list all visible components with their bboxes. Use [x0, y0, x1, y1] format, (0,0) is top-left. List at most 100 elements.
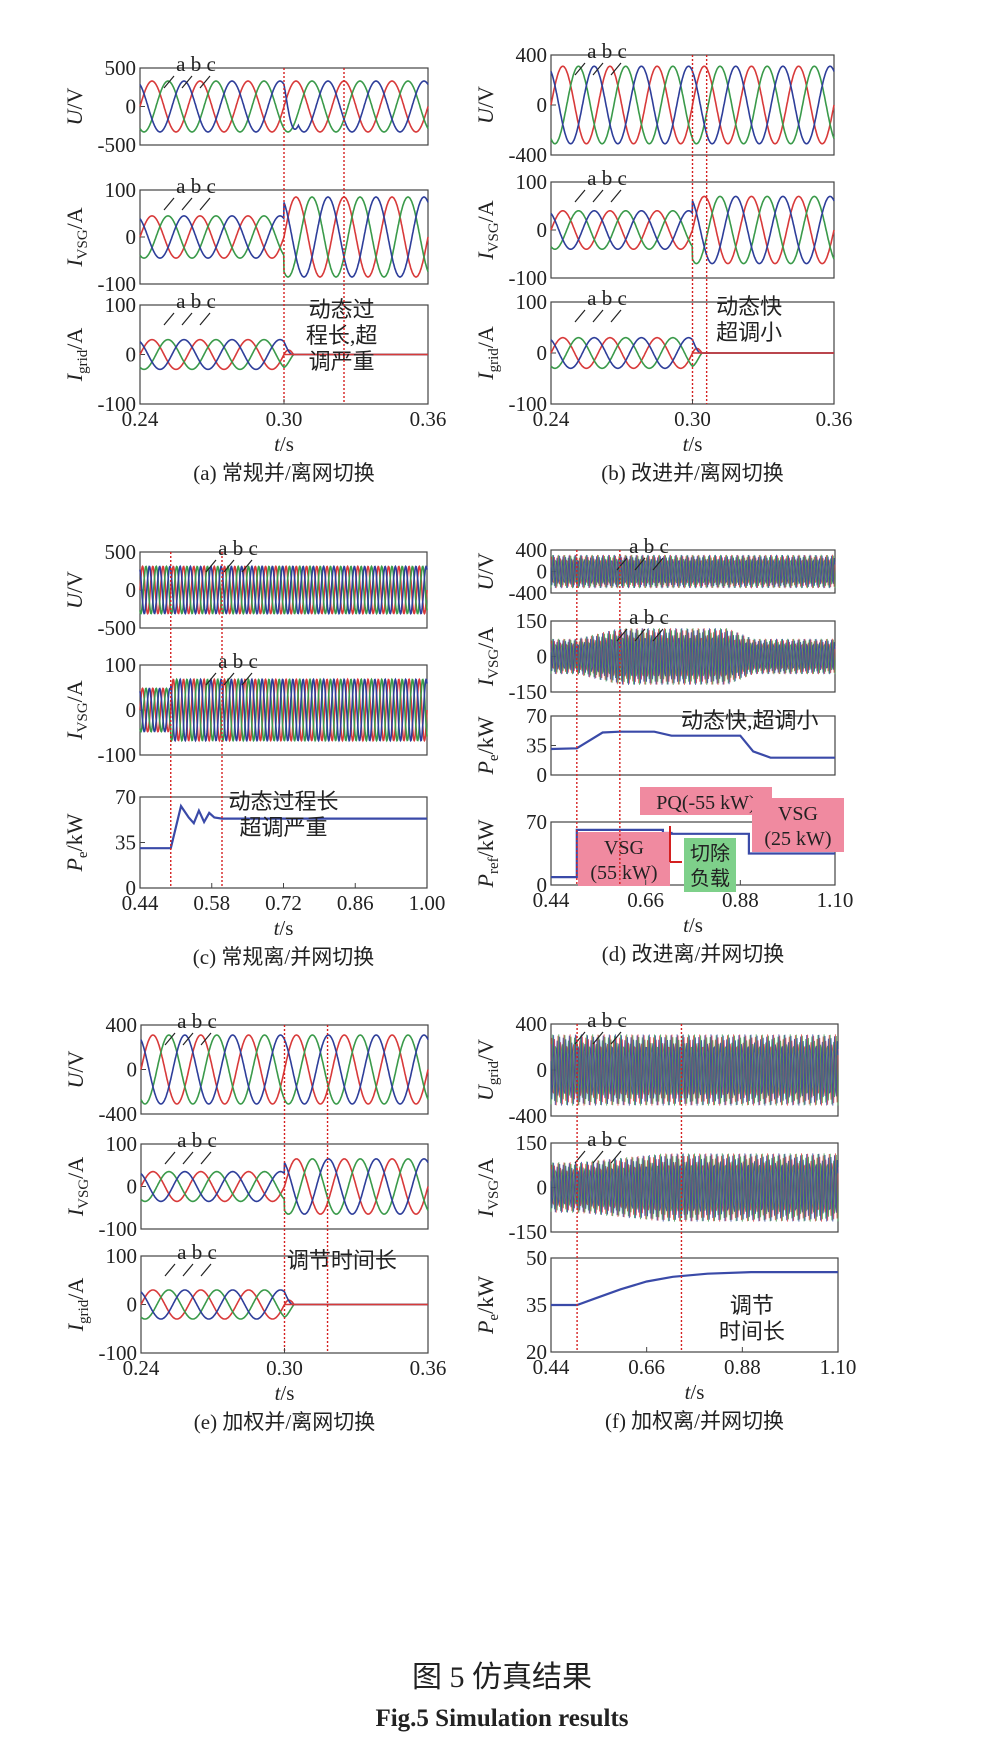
phase-leader-line	[199, 75, 211, 89]
y-tick-label: 70	[115, 785, 136, 809]
phase-abc-label: a b c	[587, 39, 627, 63]
phase-leader-line	[574, 62, 586, 76]
phase-leader-line	[164, 1151, 176, 1165]
subplot-d-2: 70 35 0 Pe/kW 动态快,超调小	[473, 704, 836, 787]
x-axis-label: t/s	[275, 1381, 295, 1405]
phase-abc-label: a b c	[587, 166, 627, 190]
x-tick-label: 0.72	[265, 891, 302, 915]
y-tick-label: -100	[98, 392, 137, 416]
x-axis-label: t/s	[683, 432, 703, 456]
y-tick-label: 0	[537, 1176, 548, 1200]
y-axis-label: IVSG/A	[473, 200, 502, 260]
phase-c-waveform	[139, 564, 428, 616]
y-tick-label: -400	[509, 581, 548, 605]
panel-c: 500 0 -500 U/V a b c 100 0 -100 IVSG/A a b c 70 35 0…	[62, 536, 445, 969]
phase-abc-label: a b c	[587, 1127, 627, 1151]
y-axis-label: U/V	[63, 1050, 88, 1088]
y-axis-label: Igrid/A	[63, 1278, 92, 1333]
y-axis-label: Igrid/A	[62, 328, 91, 383]
y-tick-label: 100	[105, 178, 137, 202]
annotation-text: 超调严重	[239, 815, 327, 840]
phase-leader-line	[182, 1032, 194, 1046]
phase-leader-line	[200, 1263, 212, 1277]
y-tick-label: -100	[509, 266, 548, 290]
y-tick-label: 0	[126, 698, 137, 722]
y-axis-label: U/V	[62, 571, 87, 609]
y-axis-label: Igrid/A	[473, 326, 502, 381]
y-tick-label: 0	[127, 1058, 138, 1082]
phase-abc-label: a b c	[587, 1008, 627, 1032]
y-tick-label: 0	[126, 578, 137, 602]
y-tick-label: 0	[537, 218, 548, 242]
figure-caption-cn: 图 5 仿真结果	[412, 1661, 592, 1694]
y-tick-label: 20	[526, 1340, 547, 1364]
annotation-text: 超调小	[716, 320, 782, 345]
y-tick-label: 0	[537, 560, 548, 584]
phase-b-waveform	[139, 564, 428, 616]
phase-abc-label: a b c	[218, 536, 258, 560]
x-tick-label: 0.36	[410, 407, 447, 431]
phase-leader-line	[181, 75, 193, 89]
y-tick-label: -150	[509, 680, 548, 704]
phase-leader-line	[164, 1263, 176, 1277]
y-tick-label: 500	[105, 56, 137, 80]
y-tick-label: 100	[105, 653, 137, 677]
y-tick-label: -400	[509, 143, 548, 167]
phase-leader-line	[181, 197, 193, 211]
subplot-f-1: 150 0 -150 IVSG/A a b c	[473, 1127, 839, 1244]
phase-leader-line	[241, 672, 253, 686]
phase-abc-label: a b c	[587, 286, 627, 310]
phase-leader-line	[163, 197, 175, 211]
y-tick-label: 0	[537, 341, 548, 365]
phase-leader-line	[616, 628, 628, 642]
phase-leader-line	[241, 559, 253, 573]
y-tick-label: 35	[526, 734, 547, 758]
phase-c-waveform	[139, 196, 429, 278]
phase-c-waveform	[550, 628, 836, 685]
phase-c-waveform	[550, 554, 836, 589]
panel-b: 400 0 -400 U/V a b c 100 0 -100 IVSG/A a b c 100 0 -…	[473, 39, 852, 485]
phase-leader-line	[205, 559, 217, 573]
x-tick-label: 0.88	[724, 1355, 761, 1379]
y-tick-label: 70	[526, 704, 547, 728]
phase-b-waveform	[550, 65, 835, 145]
subplot-b-0: 400 0 -400 U/V a b c	[473, 39, 835, 167]
x-tick-label: 0.24	[533, 407, 570, 431]
y-axis-label: IVSG/A	[62, 207, 91, 267]
phase-abc-label: a b c	[176, 174, 216, 198]
annotation-text: 动态过	[309, 297, 375, 322]
x-tick-label: 0.30	[266, 407, 303, 431]
annotation-text: 动态快	[716, 294, 782, 319]
y-axis-label: U/V	[473, 86, 498, 124]
x-tick-label: 0.24	[123, 1356, 160, 1380]
phase-abc-label: a b c	[176, 52, 216, 76]
phase-abc-label: a b c	[218, 649, 258, 673]
phase-leader-line	[592, 309, 604, 323]
phase-leader-line	[592, 1031, 604, 1045]
y-tick-label: 0	[537, 645, 548, 669]
y-tick-label: -100	[509, 392, 548, 416]
green-annotation-box	[684, 838, 736, 892]
annotation-box-text: (55 kW)	[590, 862, 657, 884]
pink-annotation-box	[578, 832, 670, 886]
phase-leader-line	[610, 309, 622, 323]
phase-leader-line	[592, 62, 604, 76]
y-tick-label: 100	[516, 290, 548, 314]
y-tick-label: 0	[537, 873, 548, 897]
x-tick-label: 0.30	[266, 1356, 303, 1380]
phase-abc-label: a b c	[177, 1009, 217, 1033]
x-tick-label: 0.44	[122, 891, 159, 915]
x-tick-label: 0.44	[533, 888, 570, 912]
phase-leader-line	[592, 189, 604, 203]
y-tick-label: -500	[98, 133, 137, 157]
y-tick-label: 400	[106, 1013, 138, 1037]
phase-b-waveform	[550, 1034, 839, 1106]
annotation-text: 动态快,超调小	[681, 708, 819, 733]
panel-f: 400 0 -400 Ugrid/V a b c 150 0 -150 IVSG/A a b c 5…	[473, 1008, 856, 1433]
x-tick-label: 1.00	[409, 891, 446, 915]
subplot-b-1: 100 0 -100 IVSG/A a b c	[473, 166, 835, 290]
subplot-a-2: 100 0 -100 Igrid/A a b c 动态过程长,超调严重	[62, 289, 429, 416]
y-tick-label: 70	[526, 810, 547, 834]
